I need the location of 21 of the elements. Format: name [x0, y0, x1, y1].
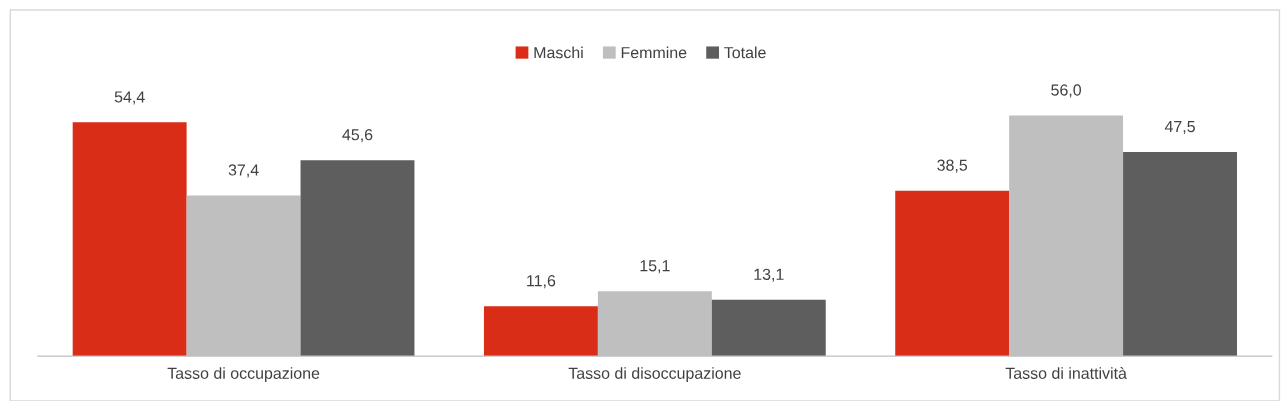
x-tick-label: Tasso di occupazione	[167, 367, 320, 383]
bar	[483, 306, 598, 357]
data-label: 54,4	[114, 91, 145, 105]
data-label: 47,5	[1164, 121, 1195, 135]
legend-label: Totale	[724, 46, 766, 59]
x-tick-label: Tasso di inattività	[1005, 367, 1127, 379]
data-label: 45,6	[342, 129, 373, 143]
data-label: 37,4	[228, 164, 259, 178]
data-label: 13,1	[754, 268, 784, 282]
data-label: 15,1	[640, 260, 670, 274]
legend-label: Femmine	[621, 46, 687, 59]
bar	[895, 190, 1010, 357]
bar	[300, 160, 415, 357]
data-label: 11,6	[527, 275, 556, 289]
bar	[1123, 152, 1237, 357]
bar	[711, 299, 826, 357]
x-tick-label: Tasso di disoccupazione	[568, 367, 741, 383]
bar	[72, 122, 187, 357]
legend-label: Maschi	[534, 46, 583, 59]
data-label: 38,5	[937, 159, 968, 173]
data-label: 56,0	[1051, 84, 1082, 98]
